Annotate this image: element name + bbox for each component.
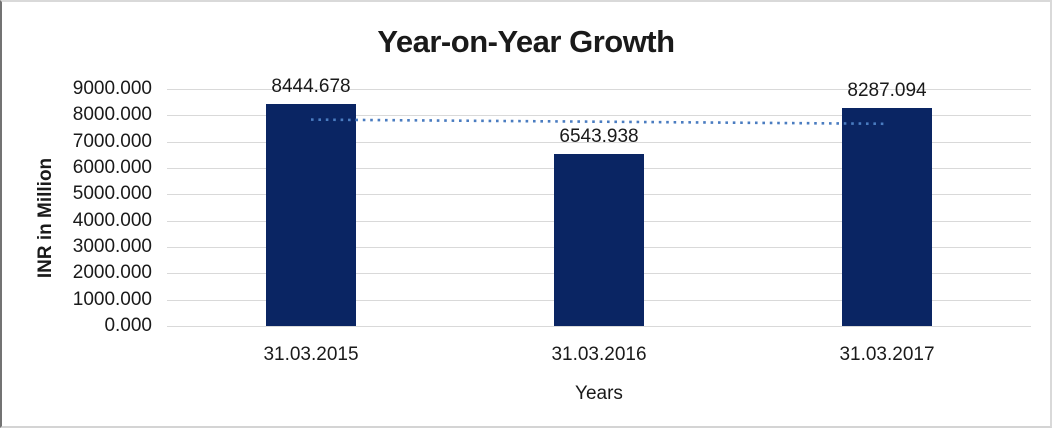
bar-31.03.2016[interactable] xyxy=(554,153,644,326)
data-label: 8287.094 xyxy=(847,79,927,101)
y-axis-tick-label: 1000.000 xyxy=(72,288,152,310)
x-axis-title: Years xyxy=(575,383,623,404)
bar-31.03.2015[interactable] xyxy=(266,103,356,326)
gridline xyxy=(167,326,1031,327)
x-axis-category-label: 31.03.2016 xyxy=(551,344,647,365)
data-label: 8444.678 xyxy=(271,75,351,97)
y-axis-tick-label: 8000.000 xyxy=(72,104,152,126)
x-axis-category-label: 31.03.2015 xyxy=(263,344,359,365)
y-axis-tick-label: 2000.000 xyxy=(72,262,152,284)
trendline[interactable] xyxy=(167,89,1031,326)
gridline xyxy=(167,89,1031,90)
y-axis-tick-label: 3000.000 xyxy=(72,236,152,257)
gridline xyxy=(167,141,1031,143)
y-axis-tick-label: 4000.000 xyxy=(72,209,152,231)
bar-31.03.2017[interactable] xyxy=(842,107,932,326)
plot-area xyxy=(167,89,1031,327)
y-axis-tick-label: 6000.000 xyxy=(72,157,152,178)
y-axis-tick-label: 7000.000 xyxy=(72,130,152,152)
x-axis-category-label: 31.03.2017 xyxy=(839,344,935,365)
y-axis-tick-label: 5000.000 xyxy=(72,183,152,205)
data-label: 6543.938 xyxy=(559,125,639,147)
y-axis-tick-label: 0.000 xyxy=(104,315,152,336)
chart-title: Year-on-Year Growth xyxy=(377,24,675,59)
gridline xyxy=(167,115,1031,117)
y-axis-tick-label: 9000.000 xyxy=(72,78,152,99)
